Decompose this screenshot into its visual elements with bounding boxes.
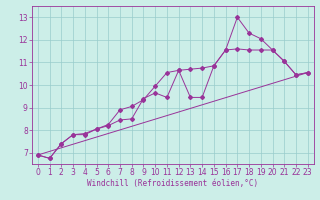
X-axis label: Windchill (Refroidissement éolien,°C): Windchill (Refroidissement éolien,°C) bbox=[87, 179, 258, 188]
